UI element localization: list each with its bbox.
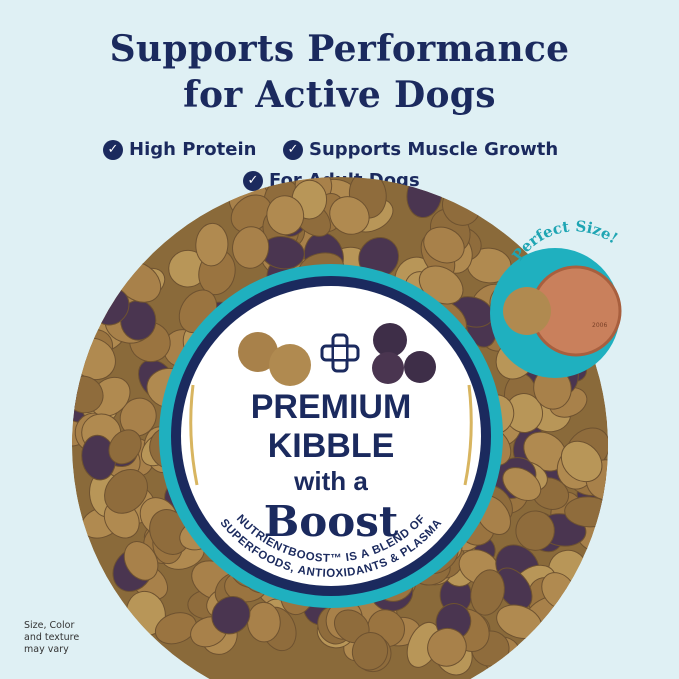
kibble-piece <box>195 222 229 267</box>
kibble-icon <box>503 287 551 335</box>
kibble-piece <box>108 429 142 465</box>
badge-curved-line-1: NUTRIENTBOOST™ IS A BLEND OF <box>234 513 428 565</box>
kibble-piece <box>230 194 272 233</box>
kibble-icon <box>238 332 278 372</box>
headline: Supports Performance for Active Dogs <box>0 26 679 118</box>
check-circle-icon: ✓ <box>243 170 263 191</box>
feature-label: High Protein <box>129 139 257 160</box>
check-circle-icon: ✓ <box>103 139 123 160</box>
coin-year: 2006 <box>592 322 607 329</box>
kibble-piece <box>232 226 270 269</box>
badge-line-3: with a <box>293 466 368 496</box>
size-callout: 2006 Perfect Size! <box>490 217 622 378</box>
badge-line-1: PREMIUM <box>251 388 412 426</box>
kibble-piece <box>427 627 467 667</box>
disclaimer-line: Size, Color <box>24 620 75 631</box>
kibble-piece <box>211 595 251 635</box>
kibble-piece <box>470 569 505 616</box>
feature-muscle-growth: ✓ Supports Muscle Growth <box>283 139 558 160</box>
kibble-piece <box>266 195 305 236</box>
kibble-piece <box>502 467 542 502</box>
kibble-piece <box>154 612 197 645</box>
kibble-icon <box>269 344 311 386</box>
badge: PREMIUM KIBBLE with a Boost NUTRIENTBOOS… <box>159 264 503 608</box>
kibble-piece <box>123 541 159 581</box>
feature-label: Supports Muscle Growth <box>309 139 559 160</box>
badge-curved-line-2: SUPERFOODS, ANTIOXIDANTS & PLASMA <box>217 517 444 580</box>
feature-high-protein: ✓ High Protein <box>103 139 256 160</box>
disclaimer-line: may vary <box>24 644 69 655</box>
headline-line-1: Supports Performance <box>109 28 570 70</box>
badge-line-4: Boost <box>264 497 399 546</box>
disclaimer-line: and texture <box>24 632 80 643</box>
boost-kibble-icon <box>373 323 407 357</box>
kibble-piece <box>560 440 603 483</box>
plus-icon <box>320 333 360 373</box>
kibble-piece <box>104 469 148 514</box>
headline-line-2: for Active Dogs <box>183 74 496 116</box>
kibble-piece <box>351 631 389 671</box>
kibble-piece <box>423 226 465 264</box>
disclaimer: Size, Color and texture may vary <box>24 620 79 656</box>
kibble-piece <box>515 510 555 551</box>
badge-line-2: KIBBLE <box>268 427 395 465</box>
kibble-piece <box>329 196 370 235</box>
check-circle-icon: ✓ <box>283 139 303 160</box>
